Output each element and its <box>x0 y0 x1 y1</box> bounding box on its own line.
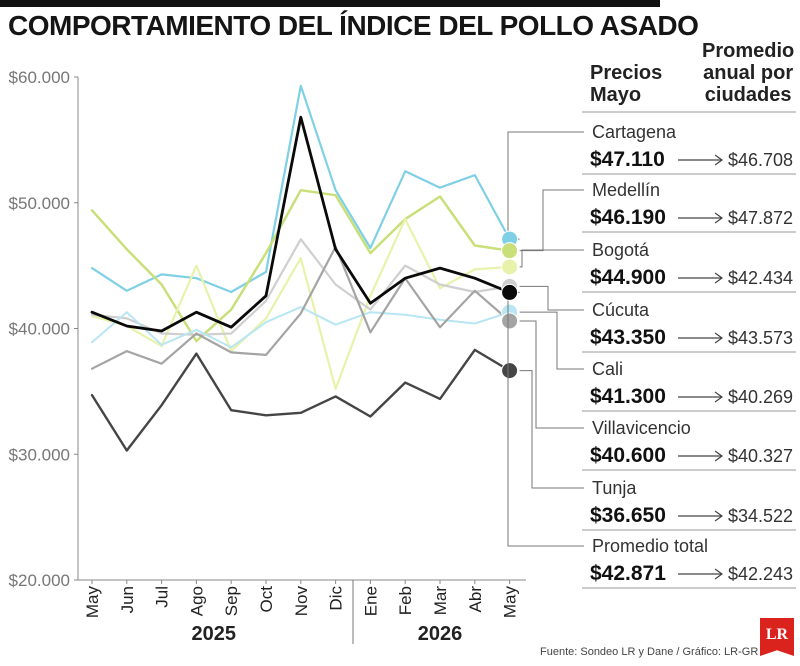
legend-name-tunja: Tunja <box>592 478 637 498</box>
legend-name-villavicencio: Villavicencio <box>592 418 691 438</box>
x-tick-label: May <box>83 586 102 619</box>
series-line-promedio-total <box>90 115 512 333</box>
series-line-tunja <box>90 348 511 452</box>
legend-price-promedio-total: $42.871 <box>590 562 666 585</box>
end-marker-tunja <box>501 362 519 380</box>
legend-name-cartagena: Cartagena <box>592 122 677 142</box>
legend-price-bogota: $44.900 <box>590 266 666 289</box>
arrow-head-cartagena <box>714 154 724 166</box>
year-label-2026: 2026 <box>418 623 463 645</box>
leader-line-villavicencio <box>519 320 584 429</box>
legend-name-medellin: Medellín <box>592 180 660 200</box>
leader-line-cali <box>519 311 584 370</box>
legend-name-promedio-total: Promedio total <box>592 536 708 556</box>
arrow-head-tunja <box>714 510 724 522</box>
x-tick-label: Jun <box>118 586 137 613</box>
series-line-cali <box>91 306 511 349</box>
x-tick-label: Nov <box>292 586 311 617</box>
leader-line-medellin <box>519 189 584 252</box>
series-line-villavicencio <box>90 245 511 370</box>
legend-name-cali: Cali <box>592 359 623 379</box>
legend-avg-promedio-total: $42.243 <box>728 564 793 584</box>
legend-price-cali: $41.300 <box>590 385 666 408</box>
arrow-head-promedio-total <box>714 568 724 580</box>
x-tick-label: Abr <box>466 586 485 613</box>
y-tick-label: $20.000 <box>9 571 70 590</box>
leader-line-cucuta <box>519 285 584 311</box>
leader-line-tunja <box>519 370 584 489</box>
chart-title: COMPORTAMIENTO DEL ÍNDICE DEL POLLO ASAD… <box>8 10 699 41</box>
series-line-cartagena <box>90 84 511 294</box>
header-precios-mayo: Precios Mayo <box>590 62 663 106</box>
end-marker-medellin <box>501 242 519 260</box>
legend-avg-cartagena: $46.708 <box>728 150 793 170</box>
legend-price-cucuta: $43.350 <box>590 326 666 349</box>
leader-line-bogota <box>519 249 584 268</box>
x-tick-label: Sep <box>222 586 241 616</box>
header-promedio-anual: Promedio anual por ciudades <box>702 40 795 106</box>
legend-avg-bogota: $42.434 <box>728 268 793 288</box>
arrow-head-cucuta <box>714 332 724 344</box>
legend-avg-villavicencio: $40.327 <box>728 446 793 466</box>
y-tick-label: $50.000 <box>9 194 70 213</box>
x-tick-label: May <box>501 586 520 619</box>
arrow-head-villavicencio <box>714 450 724 462</box>
x-tick-label: Dic <box>327 586 346 611</box>
year-label-2025: 2025 <box>192 623 237 645</box>
source-note: Fuente: Sondeo LR y Dane / Gráfico: LR-G… <box>540 646 759 658</box>
x-tick-label: Ene <box>361 586 380 616</box>
legend-price-medellin: $46.190 <box>590 206 666 229</box>
y-tick-label: $40.000 <box>9 320 70 339</box>
x-tick-label: Jul <box>153 586 172 608</box>
legend-name-cucuta: Cúcuta <box>592 300 650 320</box>
lr-logo: LR <box>760 618 794 656</box>
end-marker-bogota <box>501 258 519 276</box>
legend-avg-cucuta: $43.573 <box>728 328 793 348</box>
series-group <box>90 84 512 452</box>
arrow-head-bogota <box>714 272 724 284</box>
legend-price-cartagena: $47.110 <box>590 148 665 171</box>
series-line-medellín <box>90 188 511 343</box>
end-marker-villavicencio <box>501 312 519 330</box>
x-tick-label: Mar <box>431 586 450 616</box>
y-tick-label: $60.000 <box>9 68 70 87</box>
x-tick-label: Feb <box>396 586 415 615</box>
legend-avg-medellin: $47.872 <box>728 208 793 228</box>
series-line-cúcuta <box>90 238 511 336</box>
y-tick-label: $30.000 <box>9 445 70 464</box>
arrow-head-medellin <box>714 212 724 224</box>
end-marker-promedio-total <box>501 283 519 301</box>
legend-price-tunja: $36.650 <box>590 504 666 527</box>
top-rule <box>0 0 660 7</box>
x-tick-label: Ago <box>187 586 206 616</box>
arrow-head-cali <box>714 391 724 403</box>
legend-avg-tunja: $34.522 <box>728 506 793 526</box>
x-tick-label: Oct <box>257 586 276 613</box>
leader-line-cartagena <box>507 131 584 240</box>
leader-line-promedio-total <box>507 291 584 547</box>
series-line-bogotá <box>90 218 511 390</box>
legend-name-bogota: Bogotá <box>592 240 650 260</box>
legend-price-villavicencio: $40.600 <box>590 444 666 467</box>
legend-avg-cali: $40.269 <box>728 387 793 407</box>
